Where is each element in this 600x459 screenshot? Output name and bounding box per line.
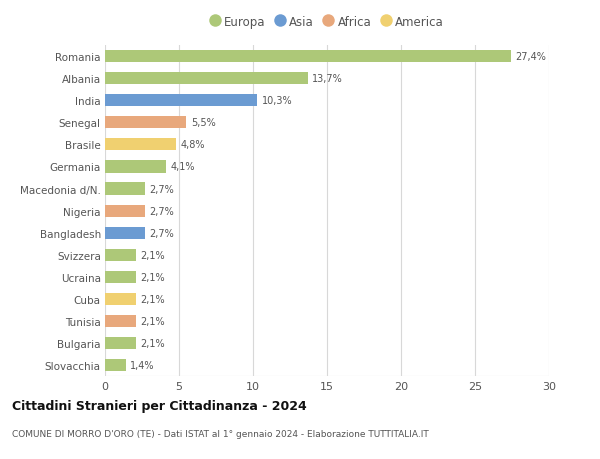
Text: 2,1%: 2,1%: [140, 250, 165, 260]
Bar: [105, 227, 145, 239]
Bar: [105, 161, 166, 173]
Text: 10,3%: 10,3%: [262, 96, 293, 106]
Text: Cittadini Stranieri per Cittadinanza - 2024: Cittadini Stranieri per Cittadinanza - 2…: [12, 399, 307, 412]
Bar: [105, 359, 126, 371]
Text: 2,1%: 2,1%: [140, 272, 165, 282]
Text: 2,1%: 2,1%: [140, 294, 165, 304]
Text: 27,4%: 27,4%: [515, 52, 546, 62]
Bar: [105, 249, 136, 261]
Bar: [105, 95, 257, 107]
Bar: [105, 337, 136, 349]
Text: 2,7%: 2,7%: [149, 184, 174, 194]
Legend: Europa, Asia, Africa, America: Europa, Asia, Africa, America: [205, 11, 449, 34]
Text: 1,4%: 1,4%: [130, 360, 155, 370]
Bar: [105, 117, 187, 129]
Bar: [105, 205, 145, 217]
Text: 2,7%: 2,7%: [149, 206, 174, 216]
Bar: [105, 51, 511, 63]
Bar: [105, 183, 145, 195]
Bar: [105, 271, 136, 283]
Bar: [105, 315, 136, 327]
Text: 2,7%: 2,7%: [149, 228, 174, 238]
Text: 4,1%: 4,1%: [170, 162, 194, 172]
Text: 5,5%: 5,5%: [191, 118, 215, 128]
Text: 4,8%: 4,8%: [181, 140, 205, 150]
Text: 13,7%: 13,7%: [312, 74, 343, 84]
Bar: [105, 139, 176, 151]
Text: 2,1%: 2,1%: [140, 316, 165, 326]
Bar: [105, 73, 308, 85]
Text: 2,1%: 2,1%: [140, 338, 165, 348]
Text: COMUNE DI MORRO D'ORO (TE) - Dati ISTAT al 1° gennaio 2024 - Elaborazione TUTTIT: COMUNE DI MORRO D'ORO (TE) - Dati ISTAT …: [12, 429, 429, 438]
Bar: [105, 293, 136, 305]
